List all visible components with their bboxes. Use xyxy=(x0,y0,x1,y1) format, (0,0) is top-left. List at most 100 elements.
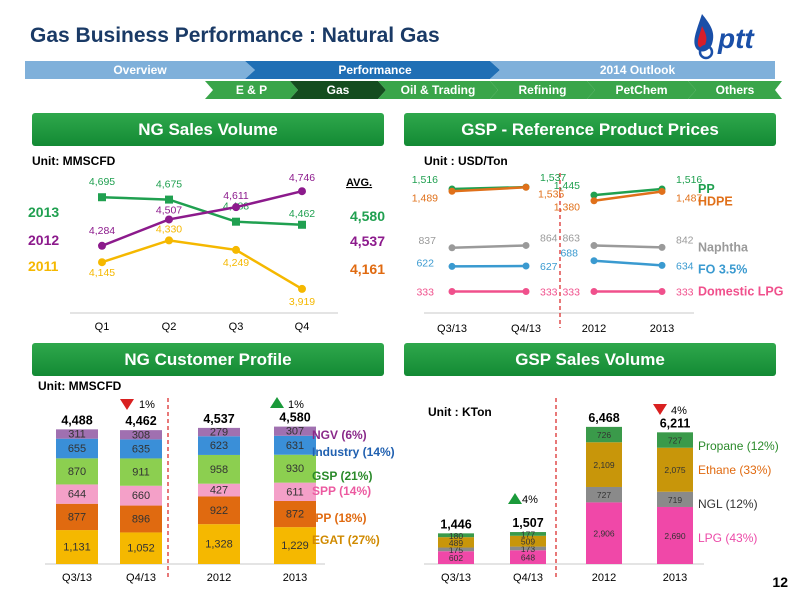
bar-segment xyxy=(274,527,316,564)
segment-label: 1,052 xyxy=(127,543,155,555)
series-line-FO 3.5% xyxy=(593,259,663,267)
bar-segment xyxy=(120,532,162,564)
nav-shape-overview xyxy=(25,61,255,79)
change-percent: 4% xyxy=(671,405,687,417)
bar-segment xyxy=(56,484,98,504)
average-value: 4,580 xyxy=(350,208,385,224)
bar-segment xyxy=(198,496,240,525)
data-label: 333 xyxy=(676,286,694,298)
data-point xyxy=(590,191,598,199)
nav-tab-performance[interactable]: Performance xyxy=(338,62,412,77)
segment-label: 911 xyxy=(132,467,150,479)
sub-tab-ep[interactable]: E & P xyxy=(235,82,268,97)
data-point xyxy=(590,197,598,205)
segment-label: 958 xyxy=(210,464,228,476)
bar-segment xyxy=(510,550,546,564)
bar-segment xyxy=(198,483,240,497)
data-label: 634 xyxy=(676,260,694,272)
segment-label: 930 xyxy=(286,463,304,475)
data-point xyxy=(448,287,456,295)
segment-label: 180 xyxy=(449,531,463,541)
bar-segment xyxy=(586,502,622,564)
x-tick-label: Q4 xyxy=(295,321,310,333)
bar-segment xyxy=(120,439,162,459)
segment-label: 1,131 xyxy=(63,542,91,554)
data-label: 1,380 xyxy=(554,202,580,214)
segment-label: 922 xyxy=(210,505,228,517)
data-label: 688 xyxy=(560,248,578,260)
bar-segment xyxy=(120,485,162,506)
x-tick-label: Q4/13 xyxy=(513,572,543,584)
segment-label: 279 xyxy=(210,427,228,439)
bar-segment xyxy=(120,430,162,440)
sub-tab-oil-trading[interactable]: Oil & Trading xyxy=(400,82,476,97)
sub-shape-ep xyxy=(205,81,298,99)
data-point xyxy=(522,287,530,295)
bar-segment xyxy=(657,447,693,492)
legend-label-FO 3.5%: FO 3.5% xyxy=(698,262,747,276)
series-line-PP xyxy=(593,187,663,197)
segment-label: 173 xyxy=(521,544,535,554)
sub-tab-others[interactable]: Others xyxy=(715,82,755,97)
section-header-ng-customer: NG Customer Profile xyxy=(32,343,384,376)
data-label: 4,284 xyxy=(89,225,115,237)
bar-total: 1,446 xyxy=(440,517,471,531)
data-point xyxy=(658,243,666,251)
nav-tab-overview[interactable]: Overview xyxy=(113,62,167,77)
bar-segment xyxy=(274,426,316,436)
bar-segment xyxy=(510,546,546,551)
x-tick-label: 2013 xyxy=(650,323,674,335)
segment-label: 311 xyxy=(68,429,86,441)
legend-label: NGV (6%) xyxy=(312,428,367,442)
change-percent: 4% xyxy=(522,494,538,506)
bar-segment xyxy=(120,458,162,486)
sub-tab-petchem[interactable]: PetChem xyxy=(615,82,668,97)
data-point xyxy=(658,187,666,195)
data-point xyxy=(98,241,106,250)
bar-segment xyxy=(586,486,622,503)
legend-label-Domestic LPG: Domestic LPG xyxy=(698,284,783,298)
segment-label: 509 xyxy=(521,537,535,547)
nav-tab-outlook[interactable]: 2014 Outlook xyxy=(599,62,676,77)
sub-tab-gas[interactable]: Gas xyxy=(326,82,350,97)
data-label: 1,535 xyxy=(538,188,564,200)
bar-segment xyxy=(438,533,474,538)
legend-label-Naphtha: Naphtha xyxy=(698,240,749,254)
data-label: 333 xyxy=(540,286,558,298)
bar-segment xyxy=(198,454,240,484)
ptt-logo: ptt xyxy=(694,14,755,60)
bar-total: 4,488 xyxy=(61,413,92,427)
bar-segment xyxy=(198,524,240,564)
legend-label-HDPE: HDPE xyxy=(698,194,733,208)
data-label: 4,145 xyxy=(89,267,115,279)
bar-segment xyxy=(56,438,98,459)
bar-segment xyxy=(586,426,622,443)
segment-label: 175 xyxy=(449,545,463,555)
data-point xyxy=(165,236,173,245)
ng-customer-unit: Unit: MMSCFD xyxy=(38,379,122,393)
bar-total: 1,507 xyxy=(512,516,543,530)
data-point xyxy=(522,262,530,270)
data-label: 1,489 xyxy=(412,192,438,204)
legend-label: Ethane (33%) xyxy=(698,463,771,477)
x-tick-label: Q3/13 xyxy=(437,323,467,335)
segment-label: 719 xyxy=(668,495,682,505)
bar-segment xyxy=(56,429,98,439)
bar-segment xyxy=(438,551,474,564)
data-label: 622 xyxy=(416,257,434,269)
bar-segment xyxy=(657,432,693,448)
bar-segment xyxy=(56,458,98,485)
section-header-ng-sales: NG Sales Volume xyxy=(32,113,384,146)
data-label: 1,487 xyxy=(676,192,702,204)
sub-tab-refining[interactable]: Refining xyxy=(518,82,567,97)
segment-label: 611 xyxy=(286,486,304,498)
bar-segment xyxy=(510,532,546,536)
segment-label: 635 xyxy=(132,443,150,455)
series-line-Naphtha xyxy=(451,244,527,250)
x-tick-label: Q2 xyxy=(162,321,177,333)
segment-label: 1,328 xyxy=(205,539,233,551)
bar-segment xyxy=(198,427,240,437)
bar-total: 4,462 xyxy=(125,414,156,428)
bar-segment xyxy=(274,435,316,455)
